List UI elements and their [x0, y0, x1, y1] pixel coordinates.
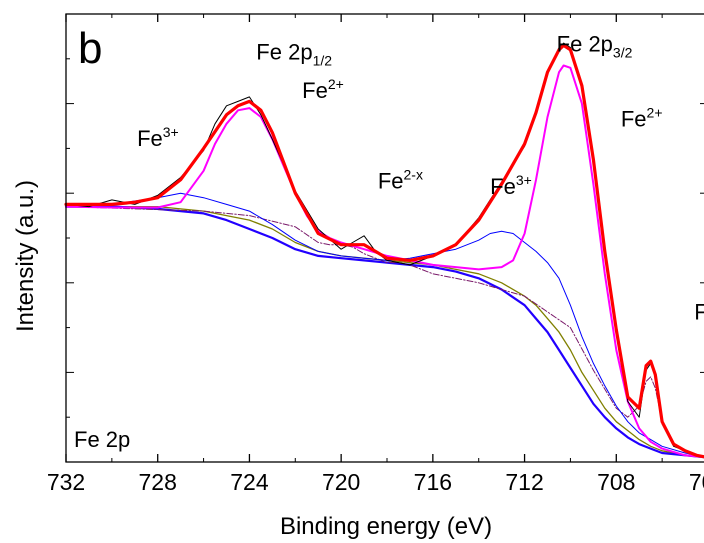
- x-tick-label: 732: [47, 469, 85, 495]
- series-line: [65, 192, 704, 458]
- series-line: [65, 64, 704, 459]
- y-axis-title: Intensity (a.u.): [12, 180, 39, 332]
- peak-annotation: Fe3+: [137, 124, 179, 151]
- peak-annotation: Fe2+: [302, 76, 344, 103]
- peak-annotation: Fe2-x: [378, 167, 423, 194]
- region-label: Fe 2p: [74, 427, 130, 452]
- x-tick-label: 720: [322, 469, 360, 495]
- series-line: [65, 206, 704, 458]
- x-tick-label: 728: [139, 469, 177, 495]
- x-tick-label: 708: [597, 469, 635, 495]
- x-axis-title: Binding energy (eV): [280, 513, 492, 540]
- peak-annotation: Fe3+: [490, 172, 532, 199]
- peak-annotation: Fe 2p3/2: [557, 32, 633, 61]
- series-line: [64, 43, 704, 459]
- x-tick-label: 712: [505, 469, 543, 495]
- peak-annotation: Fe 2p1/2: [256, 40, 332, 69]
- peak-annotation: Fe2-x: [694, 298, 704, 325]
- x-tick-label: 724: [230, 469, 269, 495]
- x-tick-label: 716: [414, 469, 452, 495]
- series-layer: [64, 42, 704, 459]
- x-tick-label: 704: [689, 469, 704, 495]
- series-line: [64, 205, 704, 459]
- peak-annotation: Fe2+: [621, 104, 663, 131]
- axes-layer: 732 728 724 720 716 712 708 704: [47, 13, 704, 495]
- annotation-layer: Fe3+ Fe 2p1/2 Fe2+ Fe2-x Fe3+ Fe 2p3/2 Fe2+ Fe2…: [137, 32, 704, 325]
- series-line: [65, 205, 704, 458]
- panel-letter: b: [78, 24, 102, 73]
